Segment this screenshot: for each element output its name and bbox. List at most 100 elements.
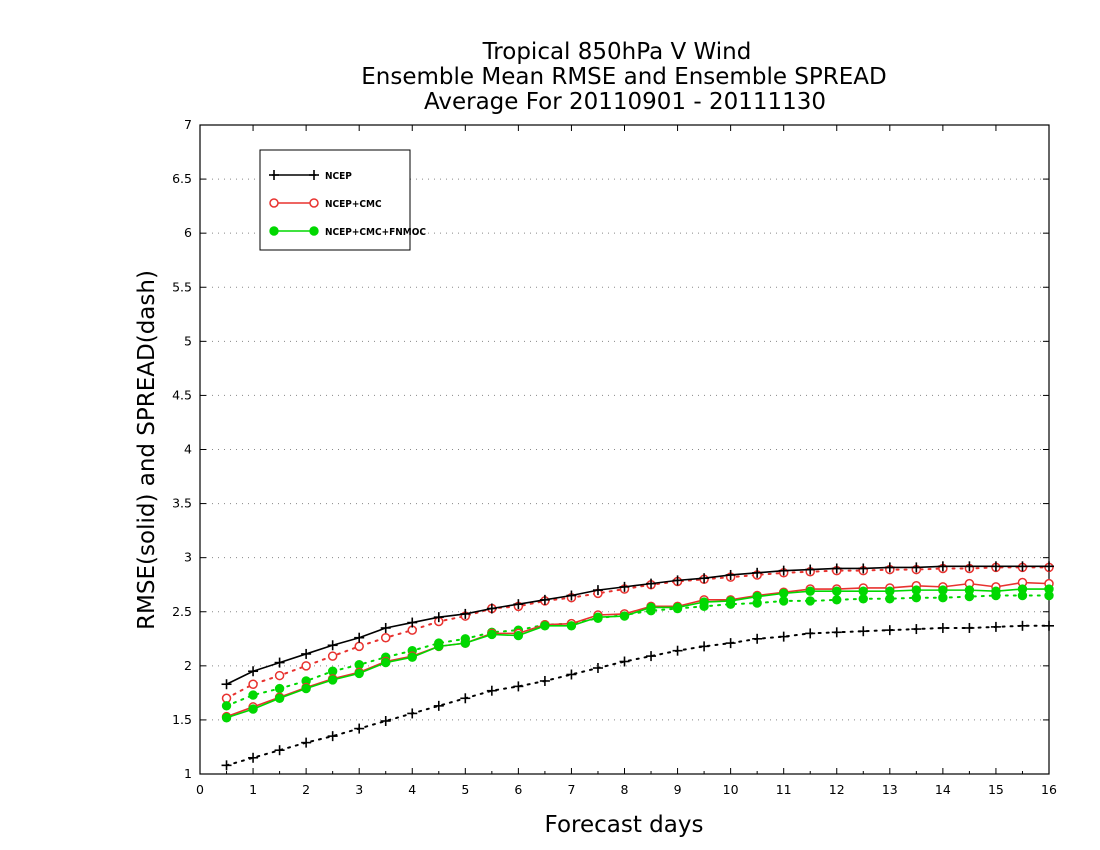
series-2-rmse-point-11 xyxy=(513,630,524,641)
legend-marker-left-2 xyxy=(269,226,279,236)
series-2-rmse-point-25 xyxy=(885,586,895,596)
series-2-spread-point-1 xyxy=(248,690,258,700)
series-0-rmse-point-13 xyxy=(566,590,577,601)
series-0-spread-point-6 xyxy=(380,715,391,726)
series-0-spread-point-20 xyxy=(752,633,763,644)
series-2-rmse-point-8 xyxy=(434,641,444,652)
series-0-spread-point-31 xyxy=(1044,620,1054,631)
series-0-rmse-point-11 xyxy=(513,599,524,610)
series-0-spread-point-9 xyxy=(460,693,471,704)
series-0-rmse-point-21 xyxy=(778,565,789,576)
legend-marker-right-0 xyxy=(309,170,319,180)
series-0-rmse-point-8 xyxy=(433,612,444,623)
legend-item-2: NCEP+CMC+FNMOC xyxy=(269,226,426,238)
series-2-rmse-point-19 xyxy=(725,596,736,606)
chart-title: Tropical 850hPa V Wind Ensemble Mean RMS… xyxy=(361,39,886,115)
series-0-rmse-point-17 xyxy=(672,575,683,586)
series-0-rmse-point-18 xyxy=(699,573,710,584)
legend-label-2: NCEP+CMC+FNMOC xyxy=(325,227,426,238)
series-0-spread-point-8 xyxy=(433,700,444,711)
series-2-rmse-point-29 xyxy=(991,586,1001,596)
y-tick-label-1: 1.5 xyxy=(172,712,192,727)
chart-title-line-1: Tropical 850hPa V Wind xyxy=(482,39,752,65)
series-1-spread-point-4 xyxy=(327,651,338,661)
series-0-rmse-point-10 xyxy=(486,603,497,614)
series-2-rmse-point-13 xyxy=(566,621,577,631)
series-2-rmse-point-3 xyxy=(301,683,311,694)
series-2-rmse-point-17 xyxy=(672,602,683,613)
legend-box xyxy=(259,149,411,251)
x-tick-label-10: 10 xyxy=(723,782,739,797)
y-tick-label-9: 5.5 xyxy=(172,279,192,294)
series-2-rmse-point-24 xyxy=(858,586,868,596)
legend-label-1: NCEP+CMC xyxy=(325,199,382,210)
y-tick-label-6: 4 xyxy=(184,442,192,457)
series-2-spread-point-2 xyxy=(274,683,285,694)
series-0-rmse-point-9 xyxy=(460,608,471,619)
series-2-rmse-point-7 xyxy=(407,652,417,662)
series-2-rmse-point-21 xyxy=(778,588,789,599)
series-0-spread-point-19 xyxy=(725,638,736,649)
series-1-spread-point-5 xyxy=(354,641,364,652)
x-tick-label-6: 6 xyxy=(514,782,522,797)
series-2-spread-point-0 xyxy=(221,701,232,711)
series-0-rmse-point-22 xyxy=(805,564,816,575)
series-0-rmse-point-15 xyxy=(619,581,630,592)
series-2-rmse-point-22 xyxy=(805,586,815,596)
y-tick-label-12: 7 xyxy=(184,117,192,132)
series-0-spread-point-23 xyxy=(831,627,842,638)
series-0-rmse-point-30 xyxy=(1017,561,1028,572)
y-tick-label-8: 5 xyxy=(184,333,192,348)
series-2-rmse-point-0 xyxy=(221,713,232,723)
series-2-rmse-point-26 xyxy=(911,585,922,595)
series-1-spread-point-0 xyxy=(221,693,232,704)
legend-marker-right-2 xyxy=(309,226,319,236)
legend: NCEP NCEP+CMC NCEP+CMC+FNMOC xyxy=(259,149,426,251)
x-axis-label: Forecast days xyxy=(545,812,704,838)
series-0-spread-line xyxy=(225,624,1050,767)
series-0-spread xyxy=(221,620,1054,771)
series-0-rmse-point-0 xyxy=(221,679,232,690)
legend-label-0: NCEP xyxy=(325,171,352,182)
series-2-spread-point-23 xyxy=(832,595,842,605)
legend-marker-right-1 xyxy=(309,198,319,208)
x-tick-label-5: 5 xyxy=(461,782,469,797)
series-0-rmse-point-7 xyxy=(407,617,418,628)
series-0-rmse-point-26 xyxy=(911,562,922,573)
x-tick-label-7: 7 xyxy=(567,782,575,797)
series-0-spread-point-27 xyxy=(937,622,948,633)
series-0-rmse-point-1 xyxy=(248,666,259,677)
series-2-rmse-point-30 xyxy=(1017,584,1028,594)
series-0-spread-point-15 xyxy=(619,656,630,667)
series-2-rmse-point-10 xyxy=(487,629,497,640)
series-1-spread-line xyxy=(225,566,1050,700)
series-0-rmse-point-27 xyxy=(937,561,948,572)
x-tick-label-9: 9 xyxy=(674,782,682,797)
y-tick-label-10: 6 xyxy=(184,225,192,240)
x-tick-label-16: 16 xyxy=(1041,782,1057,797)
series-1-spread-point-1 xyxy=(248,679,258,689)
series-0-rmse-point-12 xyxy=(539,594,550,605)
series-0-spread-point-14 xyxy=(592,662,603,673)
x-tick-label-13: 13 xyxy=(882,782,898,797)
grid xyxy=(200,178,1049,721)
series-0-spread-point-28 xyxy=(964,622,975,633)
x-tick-label-12: 12 xyxy=(829,782,845,797)
series-2-rmse-point-12 xyxy=(540,621,550,631)
series-0-rmse-point-5 xyxy=(354,632,365,643)
series-0-spread-point-24 xyxy=(858,626,869,637)
series-layer xyxy=(221,561,1054,771)
x-tick-label-2: 2 xyxy=(302,782,310,797)
y-tick-label-0: 1 xyxy=(184,766,192,781)
series-0-spread-point-10 xyxy=(486,685,497,696)
series-0-spread-point-4 xyxy=(327,731,338,742)
y-axis-label: RMSE(solid) and SPREAD(dash) xyxy=(134,270,160,630)
series-0-spread-point-17 xyxy=(672,645,683,656)
series-2-rmse-line xyxy=(226,588,1049,719)
ticks: 0 1 2 3 4 5 6 7 8 9 10 11 12 13 14 15 1611.522.533.544.5… xyxy=(172,117,1057,797)
y-tick-label-2: 2 xyxy=(184,658,192,673)
series-0-spread-point-21 xyxy=(778,631,789,642)
series-1-rmse-line xyxy=(226,581,1050,718)
y-tick-label-3: 2.5 xyxy=(172,604,192,619)
